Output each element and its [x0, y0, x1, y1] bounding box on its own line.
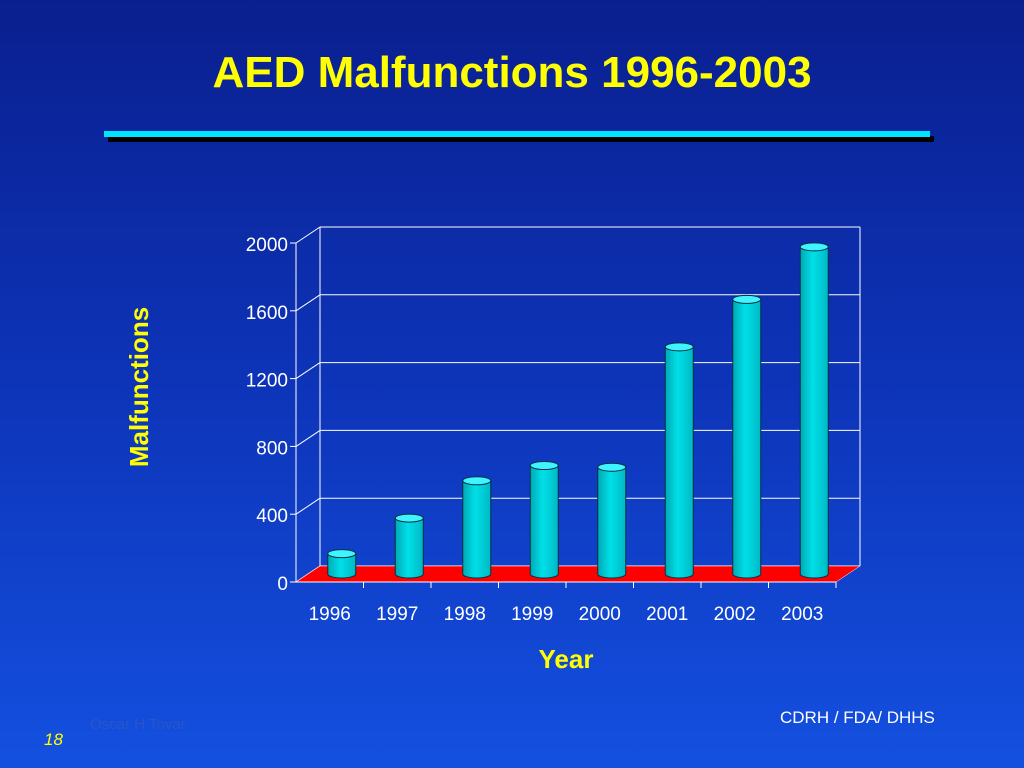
y-tick-label: 1200	[246, 371, 288, 392]
gridline-side	[295, 429, 321, 447]
bar-top	[394, 513, 424, 523]
title-underline	[104, 131, 934, 142]
gridline-side	[295, 497, 321, 515]
title-underline-shadow	[108, 136, 934, 142]
bar-body	[732, 298, 762, 579]
chart-grid	[295, 226, 861, 583]
author-name: Oscar H Tovar	[90, 716, 186, 733]
chart-floor-plane	[295, 565, 861, 583]
gridline-side	[295, 294, 321, 312]
y-tick-label: 0	[277, 574, 288, 595]
x-tick-label: 1997	[376, 604, 418, 625]
bar-top	[327, 549, 357, 559]
bar-top	[462, 476, 492, 486]
chart-floor	[295, 565, 861, 583]
title-underline-line	[104, 131, 930, 137]
bar-2002	[732, 294, 762, 579]
bar-body	[597, 466, 627, 579]
y-tick-label: 400	[256, 506, 288, 527]
x-tick-label: 2003	[781, 604, 823, 625]
bar-body	[394, 517, 424, 579]
bar-top	[799, 242, 829, 252]
chart-ticks: 0 400 800 1200 1600 2000 1996 1997 1998 1999 2000 2…	[246, 235, 837, 625]
page-number: 18	[44, 730, 63, 749]
bar-body	[327, 553, 357, 579]
gridline-side	[295, 362, 321, 380]
y-tick-label: 1600	[246, 303, 288, 324]
bar-1996	[327, 549, 357, 579]
bar-top	[529, 461, 559, 471]
x-tick-label: 2000	[579, 604, 621, 625]
y-tick-label: 2000	[246, 235, 288, 256]
x-axis-label: Year	[539, 644, 594, 674]
agency-credit: CDRH / FDA/ DHHS	[780, 708, 935, 727]
bar-body	[462, 480, 492, 579]
bar-top	[732, 294, 762, 304]
bar-body	[799, 246, 829, 579]
gridline-side	[295, 226, 321, 244]
bar-1999	[529, 461, 559, 579]
x-tick-label: 1996	[309, 604, 351, 625]
x-tick-label: 2001	[646, 604, 688, 625]
slide-title: AED Malfunctions 1996-2003	[212, 48, 812, 97]
bar-2001	[664, 342, 694, 579]
x-tick-label: 2002	[714, 604, 756, 625]
y-tick-label: 800	[256, 438, 288, 459]
x-tick-label: 1999	[511, 604, 553, 625]
bar-body	[529, 465, 559, 579]
bar-2003	[799, 242, 829, 579]
bar-top	[597, 462, 627, 472]
chart-bars	[327, 242, 829, 579]
bar-2000	[597, 462, 627, 579]
bar-1997	[394, 513, 424, 579]
bar-1998	[462, 476, 492, 579]
bar-body	[664, 346, 694, 579]
y-axis-label: Malfunctions	[124, 307, 154, 467]
x-tick-label: 1998	[444, 604, 486, 625]
bar-top	[664, 342, 694, 352]
